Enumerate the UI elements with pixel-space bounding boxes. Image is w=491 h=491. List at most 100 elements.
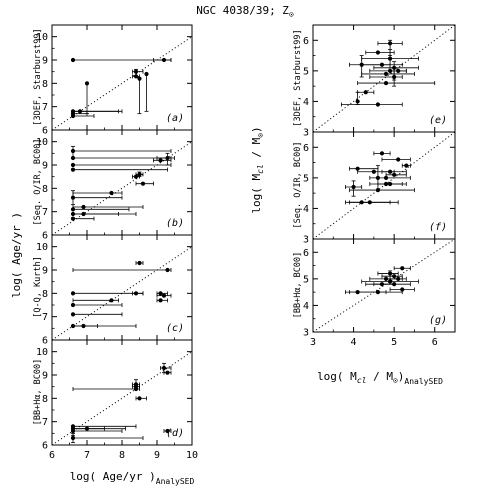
data-marker <box>375 187 381 193</box>
data-marker <box>351 184 356 190</box>
y-tick-label: 5 <box>303 274 309 285</box>
data-point <box>160 362 172 374</box>
data-point <box>377 181 407 187</box>
y-tick-label: 6 <box>303 36 309 47</box>
method-label: [3DEF, Starburst99] <box>33 28 43 125</box>
data-point <box>70 145 172 159</box>
data-marker <box>396 68 401 73</box>
data-marker <box>81 204 86 210</box>
y-tick-label: 3 <box>303 128 309 139</box>
data-point <box>132 74 140 79</box>
method-label-group: [Seq. O/IR, BC00] <box>293 142 303 229</box>
method-label: [Q-Q, Kurth] <box>33 256 43 317</box>
data-point <box>137 76 142 115</box>
data-marker <box>383 175 389 180</box>
left-x-axis-title: log( Age/yr )AnalySED <box>70 470 195 486</box>
data-marker <box>387 279 393 284</box>
x-tick-label: 3 <box>310 337 316 348</box>
data-marker <box>387 169 393 174</box>
data-point <box>345 180 363 197</box>
data-point <box>389 68 407 73</box>
method-label: [Seq. O/IR, BC00] <box>33 139 43 226</box>
y-tick-label: 7 <box>42 102 48 113</box>
y-tick-label: 6 <box>303 143 309 154</box>
x-tick-label: 6 <box>432 337 438 348</box>
data-marker <box>359 200 364 205</box>
data-marker <box>371 169 376 174</box>
data-marker <box>379 62 385 67</box>
data-point <box>365 282 395 287</box>
data-point <box>72 204 144 210</box>
data-marker <box>70 216 76 221</box>
data-marker <box>70 435 76 441</box>
data-marker <box>158 298 163 303</box>
data-marker <box>161 293 167 298</box>
data-marker <box>165 267 170 273</box>
data-point <box>144 71 149 112</box>
panel-a: 6 7 8 9 10 (a) [3DEF, Starburst99] <box>33 24 193 137</box>
data-point <box>70 190 123 206</box>
data-marker <box>355 166 360 171</box>
y-tick-label: 9 <box>42 161 48 172</box>
data-point <box>156 152 175 166</box>
data-marker <box>158 291 163 296</box>
data-marker <box>70 148 76 154</box>
data-point <box>84 81 90 115</box>
data-marker <box>70 428 76 434</box>
data-marker <box>137 172 142 177</box>
data-marker <box>137 396 142 401</box>
method-label: [BB+Hα, BC00] <box>293 252 303 319</box>
data-marker <box>70 207 76 212</box>
y-tick-label: 4 <box>303 97 309 108</box>
data-point <box>345 200 399 205</box>
data-point <box>340 102 403 107</box>
data-point <box>393 266 411 271</box>
data-marker <box>383 80 389 86</box>
data-marker <box>375 50 381 55</box>
data-marker <box>133 174 139 179</box>
data-point <box>357 90 375 95</box>
data-marker <box>70 312 76 317</box>
panel-letter: (g) <box>429 315 447 326</box>
x-tick-label: 9 <box>154 450 160 461</box>
y-tick-label: 6 <box>42 126 48 137</box>
data-point <box>385 276 403 281</box>
data-marker <box>133 69 139 74</box>
data-point <box>153 57 172 63</box>
data-marker <box>383 71 389 77</box>
y-tick-label: 4 <box>303 301 309 312</box>
data-marker <box>140 181 146 186</box>
panel-frame <box>312 238 456 333</box>
data-point <box>153 158 172 163</box>
one-to-one-line <box>312 131 456 240</box>
y-tick-label: 9 <box>42 56 48 67</box>
y-tick-label: 3 <box>303 235 309 246</box>
x-tick-label: 10 <box>186 450 198 461</box>
data-marker <box>84 81 90 86</box>
figure-title: NGC 4038/39; Z⊙ <box>196 4 294 19</box>
x-tick-label: 7 <box>84 450 90 461</box>
data-point <box>72 323 98 329</box>
x-tick-label: 8 <box>119 450 125 461</box>
left-y-axis-title: log( Age/yr ) <box>10 212 23 298</box>
data-marker <box>161 365 167 371</box>
data-marker <box>392 172 397 177</box>
data-point <box>72 190 123 196</box>
panel-letter: (d) <box>166 428 184 439</box>
y-tick-label: 6 <box>303 248 309 259</box>
data-point <box>345 290 387 295</box>
data-point <box>135 181 154 186</box>
y-tick-label: 8 <box>42 79 48 90</box>
method-label-group: [BB+Hα, BC00] <box>33 359 43 426</box>
data-point <box>70 167 168 172</box>
data-point <box>373 151 391 156</box>
y-tick-label: 8 <box>42 289 48 300</box>
y-tick-label: 6 <box>42 231 48 242</box>
left-ylabel: log( Age/yr ) <box>10 212 23 298</box>
data-marker <box>165 155 170 161</box>
data-marker <box>133 386 139 392</box>
data-point <box>70 425 123 437</box>
data-point <box>361 62 403 67</box>
data-marker <box>379 151 385 156</box>
